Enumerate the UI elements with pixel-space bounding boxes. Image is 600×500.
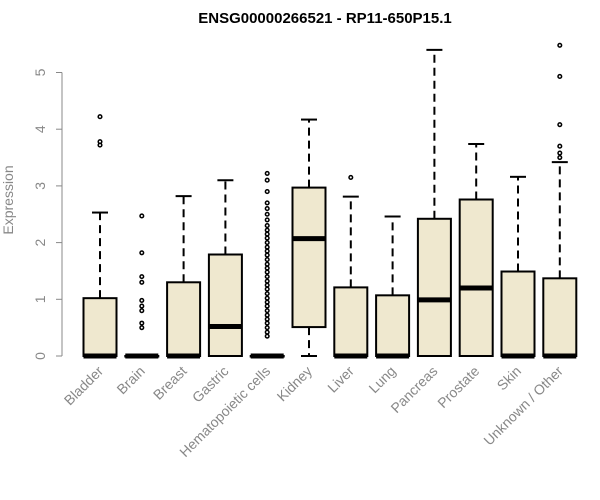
outlier-point	[264, 211, 270, 217]
box-2	[124, 213, 160, 359]
outlier-point	[264, 244, 270, 250]
outlier-point	[139, 274, 145, 280]
outlier-point	[139, 303, 145, 309]
outlier-point	[264, 269, 270, 275]
outlier-point	[264, 303, 270, 309]
outlier-point	[264, 240, 270, 246]
x-tick-label: Breast	[150, 363, 190, 403]
box-6	[291, 118, 327, 357]
outlier-point	[557, 122, 563, 128]
outlier-point	[264, 265, 270, 271]
outlier-point	[557, 143, 563, 149]
outlier-point	[557, 155, 563, 161]
x-tick-label: Bladder	[61, 363, 107, 409]
outlier-point	[264, 217, 270, 223]
outlier-point	[264, 189, 270, 195]
outlier-point	[557, 150, 563, 156]
box-body	[207, 253, 243, 357]
y-tick-label: 5	[32, 68, 48, 76]
box-body	[166, 281, 202, 358]
outlier-point	[97, 139, 103, 145]
outlier-point	[264, 333, 270, 339]
outlier-point	[264, 329, 270, 335]
x-tick-label: Brain	[113, 363, 147, 397]
y-tick-label: 4	[32, 125, 48, 133]
chart-title: ENSG00000266521 - RP11-650P15.1	[198, 10, 452, 27]
boxes-group	[82, 42, 578, 359]
outlier-point	[139, 213, 145, 219]
y-tick-label: 2	[32, 238, 48, 246]
x-tick-label: Kidney	[274, 363, 316, 405]
y-tick-label: 3	[32, 182, 48, 190]
box-body	[291, 186, 327, 329]
outlier-point	[264, 278, 270, 284]
outlier-point	[264, 252, 270, 258]
outlier-point	[557, 73, 563, 80]
outlier-point	[264, 295, 270, 301]
x-tick-label: Prostate	[434, 363, 482, 411]
outlier-point	[264, 206, 270, 212]
outlier-point	[264, 231, 270, 237]
outlier-point	[264, 248, 270, 254]
outlier-point	[264, 308, 270, 314]
box-body	[458, 198, 494, 357]
box-body	[375, 294, 411, 357]
x-tick-label: Lung	[365, 363, 398, 396]
box-8	[375, 215, 411, 359]
box-11	[500, 175, 536, 359]
outlier-point	[557, 42, 563, 48]
outlier-point	[139, 325, 145, 331]
outlier-point	[264, 235, 270, 241]
outlier-point	[139, 308, 145, 314]
x-tick-label: Skin	[494, 363, 525, 394]
outlier-point	[97, 114, 103, 120]
outlier-point	[264, 200, 270, 206]
box-7	[333, 174, 369, 359]
outlier-point	[264, 274, 270, 280]
outlier-point	[264, 282, 270, 288]
outlier-point	[264, 291, 270, 297]
y-tick-label: 0	[32, 352, 48, 360]
box-4	[207, 179, 243, 357]
box-9	[416, 48, 452, 357]
box-3	[166, 195, 202, 359]
outlier-point	[264, 177, 270, 183]
outlier-point	[264, 286, 270, 292]
outlier-point	[264, 223, 270, 229]
box-body	[416, 217, 452, 357]
outlier-point	[264, 320, 270, 326]
outlier-point	[348, 174, 354, 180]
box-1	[82, 114, 118, 359]
box-body	[500, 270, 536, 357]
outlier-point	[264, 325, 270, 331]
outlier-point	[139, 320, 145, 326]
box-5	[249, 170, 285, 359]
outlier-point	[264, 257, 270, 263]
outlier-point	[139, 279, 145, 285]
box-body	[82, 297, 118, 357]
outlier-point	[139, 297, 145, 303]
outlier-point	[264, 316, 270, 322]
y-tick-label: 1	[32, 295, 48, 303]
box-12	[542, 42, 578, 359]
outlier-point	[264, 261, 270, 267]
outlier-point	[264, 170, 270, 176]
box-10	[458, 142, 494, 357]
box-body	[333, 286, 369, 358]
x-tick-label: Liver	[324, 363, 357, 396]
outlier-point	[264, 227, 270, 233]
box-body	[542, 277, 578, 358]
y-axis-label: Expression	[0, 165, 16, 234]
outlier-point	[139, 250, 145, 256]
outlier-point	[264, 312, 270, 318]
x-tick-label: Unknown / Other	[480, 363, 566, 449]
y-axis: 0 1 2 3 4 5	[32, 68, 63, 360]
outlier-point	[264, 299, 270, 305]
